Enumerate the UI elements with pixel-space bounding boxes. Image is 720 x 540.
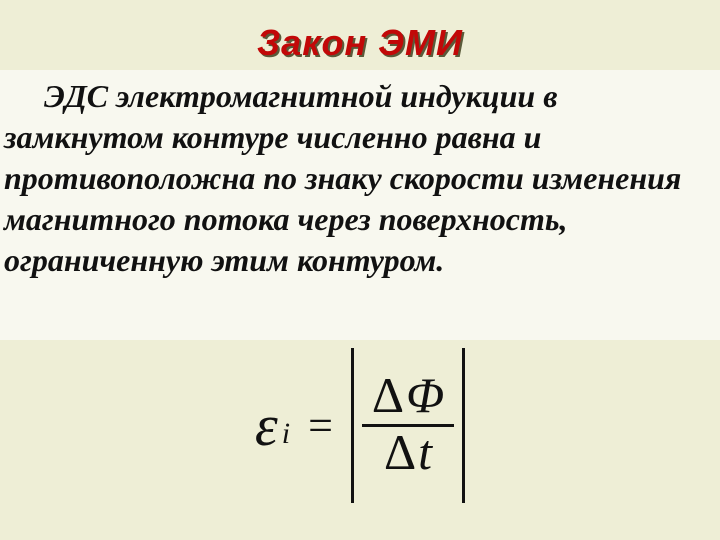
absolute-value: ΔΦ Δt	[351, 348, 465, 503]
abs-bar-right	[462, 348, 465, 503]
delta-den: Δ	[384, 427, 416, 477]
fraction: ΔΦ Δt	[362, 370, 454, 481]
numerator: ΔΦ	[362, 370, 454, 424]
phi-symbol: Φ	[406, 370, 444, 420]
formula: ε i = ΔΦ Δt	[0, 348, 720, 503]
lhs: ε i	[255, 397, 290, 455]
body-text-content: ЭДС электромагнитной индукции в замкнуто…	[4, 76, 718, 281]
t-symbol: t	[418, 427, 432, 477]
epsilon-symbol: ε	[255, 397, 278, 455]
denominator: Δt	[374, 427, 442, 481]
abs-bar-left	[351, 348, 354, 503]
epsilon-subscript: i	[282, 419, 290, 449]
formula-inner: ε i = ΔΦ Δt	[255, 348, 465, 503]
delta-num: Δ	[372, 370, 404, 420]
slide-title: Закон ЭМИ	[0, 22, 720, 64]
equals-sign: =	[308, 404, 333, 448]
slide: Закон ЭМИ ЭДС электромагнитной индукции …	[0, 0, 720, 540]
body-text: ЭДС электромагнитной индукции в замкнуто…	[4, 76, 718, 281]
